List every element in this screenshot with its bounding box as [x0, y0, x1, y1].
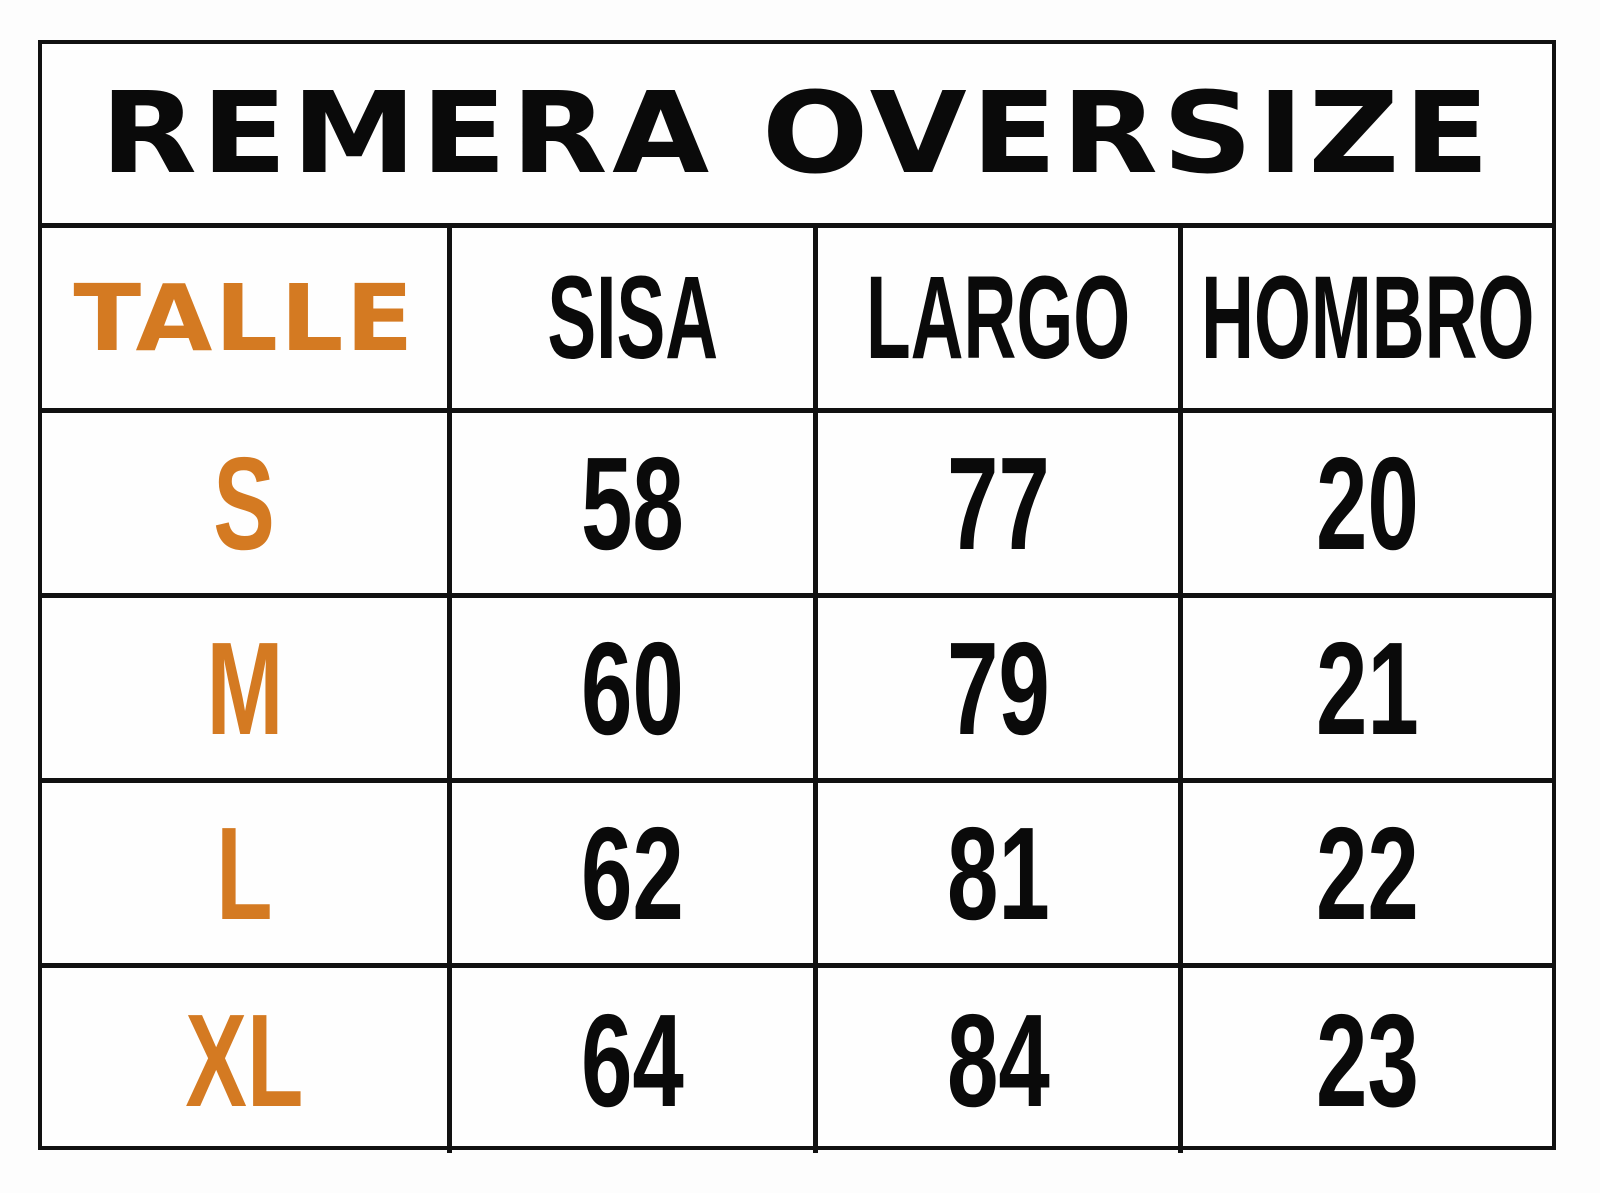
- largo-cell: 84: [818, 968, 1183, 1153]
- header-sisa: SISA: [547, 252, 718, 384]
- hombro-value: 20: [1316, 429, 1419, 577]
- hombro-cell: 23: [1183, 968, 1552, 1153]
- table-title-row: REMERA OVERSIZE: [42, 44, 1552, 228]
- hombro-cell: 22: [1183, 783, 1552, 963]
- size-cell: XL: [42, 968, 452, 1153]
- size-label: L: [216, 799, 273, 947]
- largo-cell: 81: [818, 783, 1183, 963]
- hombro-value: 23: [1316, 987, 1419, 1134]
- size-cell: L: [42, 783, 452, 963]
- largo-value: 84: [946, 987, 1050, 1134]
- largo-value: 77: [946, 429, 1050, 577]
- header-cell-talle: TALLE: [42, 228, 452, 408]
- header-cell-hombro: HOMBRO: [1183, 228, 1552, 408]
- table-title: REMERA OVERSIZE: [100, 68, 1494, 199]
- sisa-cell: 60: [452, 598, 818, 778]
- size-chart-table: REMERA OVERSIZE TALLE SISA LARGO HOMBRO …: [38, 40, 1556, 1153]
- largo-value: 79: [946, 614, 1050, 762]
- header-hombro: HOMBRO: [1200, 252, 1535, 384]
- hombro-value: 22: [1316, 799, 1419, 947]
- size-label: M: [206, 614, 283, 762]
- size-label: S: [213, 429, 276, 577]
- sisa-cell: 62: [452, 783, 818, 963]
- largo-cell: 79: [818, 598, 1183, 778]
- hombro-cell: 21: [1183, 598, 1552, 778]
- size-cell: S: [42, 413, 452, 593]
- sisa-cell: 64: [452, 968, 818, 1153]
- table-row: M 60 79 21: [42, 598, 1552, 783]
- table-row: L 62 81 22: [42, 783, 1552, 968]
- hombro-value: 21: [1316, 614, 1419, 762]
- sisa-value: 60: [581, 614, 684, 762]
- header-row: TALLE SISA LARGO HOMBRO: [42, 228, 1552, 413]
- size-cell: M: [42, 598, 452, 778]
- size-label: XL: [185, 987, 304, 1134]
- header-talle: TALLE: [73, 264, 416, 372]
- header-cell-sisa: SISA: [452, 228, 818, 408]
- sisa-value: 64: [581, 987, 684, 1134]
- table-row: XL 64 84 23: [42, 968, 1552, 1153]
- sisa-value: 58: [581, 429, 684, 577]
- hombro-cell: 20: [1183, 413, 1552, 593]
- largo-cell: 77: [818, 413, 1183, 593]
- header-largo: LARGO: [865, 252, 1131, 384]
- header-cell-largo: LARGO: [818, 228, 1183, 408]
- sisa-value: 62: [581, 799, 684, 947]
- sisa-cell: 58: [452, 413, 818, 593]
- table-row: S 58 77 20: [42, 413, 1552, 598]
- largo-value: 81: [946, 799, 1050, 947]
